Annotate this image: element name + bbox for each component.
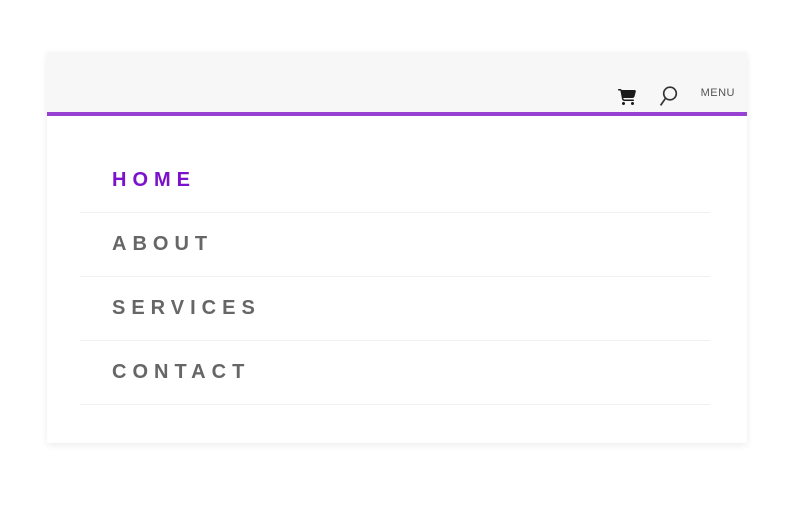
menu-item-contact[interactable]: CONTACT <box>80 341 710 405</box>
menu-item-about[interactable]: ABOUT <box>80 213 710 277</box>
mobile-dropdown-menu: HOME ABOUT SERVICES CONTACT <box>47 116 747 443</box>
shopping-cart-icon <box>617 89 636 108</box>
menu-toggle-label: MENU <box>700 87 735 99</box>
cart-button[interactable] <box>617 89 636 108</box>
menu-item-services[interactable]: SERVICES <box>80 277 710 341</box>
site-header-container: MENU HOME ABOUT SERVICES CONTACT <box>47 52 747 443</box>
header-actions: MENU <box>617 86 735 108</box>
menu-link-services[interactable]: SERVICES <box>112 297 261 319</box>
accent-divider <box>47 112 747 116</box>
menu-link-home[interactable]: HOME <box>112 169 196 191</box>
menu-link-about[interactable]: ABOUT <box>112 233 214 255</box>
nav-menu-list: HOME ABOUT SERVICES CONTACT <box>80 149 710 405</box>
menu-link-contact[interactable]: CONTACT <box>112 361 251 383</box>
menu-toggle-button[interactable]: MENU <box>701 87 735 108</box>
search-icon <box>659 86 678 110</box>
header-bar: MENU <box>47 52 747 112</box>
search-button[interactable] <box>659 86 678 107</box>
menu-item-home[interactable]: HOME <box>80 149 710 213</box>
